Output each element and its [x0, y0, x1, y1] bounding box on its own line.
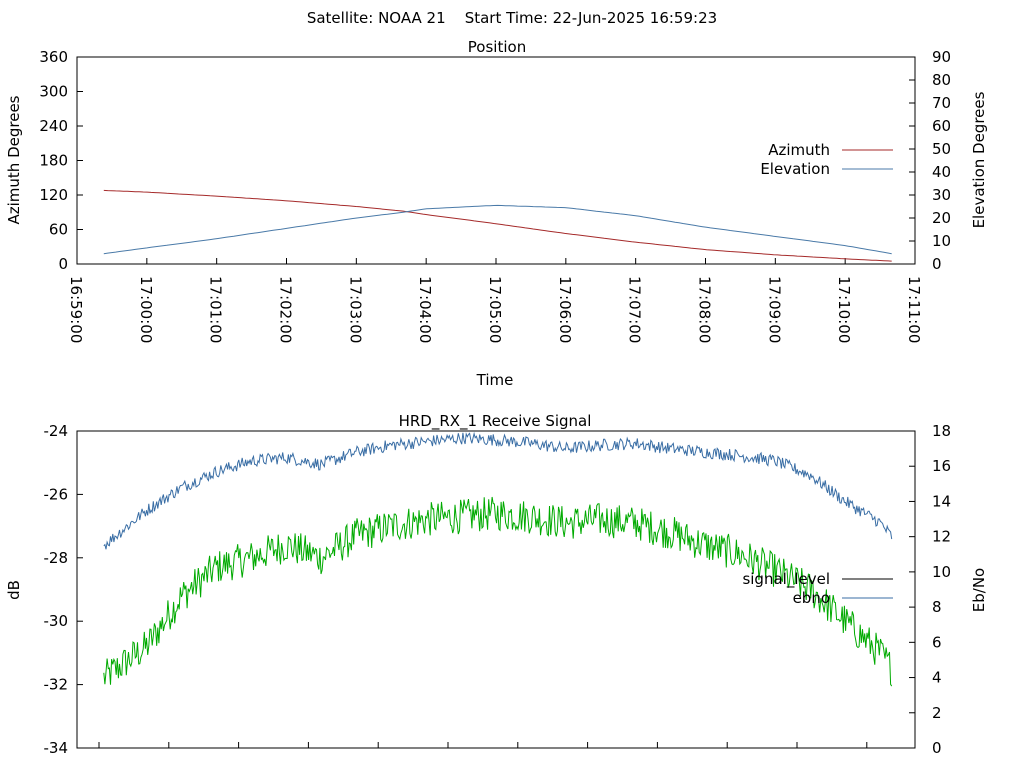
position-ylabel: Azimuth Degrees — [5, 95, 23, 224]
y2-tick-label: 18 — [932, 422, 951, 440]
signal-chart-title: HRD_RX_1 Receive Signal — [399, 412, 592, 431]
y2-tick-label: 0 — [932, 255, 942, 273]
x-tick-label: 17:02:00 — [277, 276, 295, 343]
y2-tick-label: 80 — [932, 71, 951, 89]
y2-tick-label: 10 — [932, 232, 951, 250]
x-tick-label: 17:10:00 — [835, 276, 853, 343]
position-y2label: Elevation Degrees — [970, 91, 988, 228]
signal-plot-frame — [76, 430, 916, 749]
y2-tick-label: 90 — [932, 48, 951, 66]
series-line-Elevation — [103, 204, 892, 255]
y2-tick-label: 70 — [932, 94, 951, 112]
legend-label: Elevation — [760, 160, 830, 178]
x-tick-label: 17:01:00 — [207, 276, 225, 343]
legend-label: ebno — [793, 589, 830, 607]
y2-tick-label: 16 — [932, 457, 951, 475]
y2-tick-label: 20 — [932, 209, 951, 227]
position-xlabel: Time — [476, 371, 514, 389]
y2-tick-label: 2 — [932, 704, 942, 722]
y-tick-label: 360 — [39, 48, 68, 66]
y2-tick-label: 14 — [932, 492, 951, 510]
y2-tick-label: 30 — [932, 186, 951, 204]
x-tick-label: 17:07:00 — [626, 276, 644, 343]
y-tick-label: 180 — [39, 152, 68, 170]
legend-label: signal_level — [742, 570, 830, 589]
y-tick-label: -34 — [44, 739, 69, 757]
signal-y2label: Eb/No — [970, 568, 988, 612]
signal-chart: HRD_RX_1 Receive Signal dB Eb/No -34 -32 -… — [5, 412, 988, 757]
y-tick-label: -32 — [44, 676, 69, 694]
signal-ylabel: dB — [5, 580, 23, 600]
legend-label: Azimuth — [768, 141, 830, 159]
series-line-ebno — [103, 431, 893, 550]
y-tick-label: 60 — [49, 221, 68, 239]
header-title: Satellite: NOAA 21 Start Time: 22-Jun-20… — [307, 9, 717, 27]
y2-tick-label: 8 — [932, 598, 942, 616]
x-tick-label: 17:06:00 — [556, 276, 574, 343]
y2-tick-label: 12 — [932, 528, 951, 546]
y-tick-label: -26 — [44, 485, 69, 503]
y-tick-label: 120 — [39, 186, 68, 204]
y2-tick-label: 0 — [932, 739, 942, 757]
x-tick-label: 17:05:00 — [486, 276, 504, 343]
x-tick-label: 17:11:00 — [905, 276, 923, 343]
x-tick-label: 17:04:00 — [416, 276, 434, 343]
series-line-Azimuth — [103, 189, 892, 262]
y-tick-label: -28 — [44, 549, 69, 567]
y2-tick-label: 60 — [932, 117, 951, 135]
x-tick-label: 17:09:00 — [765, 276, 783, 343]
x-tick-label: 16:59:00 — [67, 276, 85, 343]
y2-tick-label: 10 — [932, 563, 951, 581]
x-tick-label: 17:00:00 — [137, 276, 155, 343]
y2-tick-label: 4 — [932, 669, 942, 687]
position-chart: Position Time Azimuth Degrees Elevation … — [5, 38, 988, 389]
y-tick-label: -24 — [44, 422, 69, 440]
y2-tick-label: 6 — [932, 633, 942, 651]
x-tick-label: 17:08:00 — [696, 276, 714, 343]
position-chart-title: Position — [468, 38, 526, 56]
y-tick-label: 240 — [39, 117, 68, 135]
y-tick-label: -30 — [44, 612, 69, 630]
x-tick-label: 17:03:00 — [346, 276, 364, 343]
series-line-signal_level — [103, 496, 893, 687]
y-tick-label: 0 — [58, 255, 68, 273]
y-tick-label: 300 — [39, 83, 68, 101]
y2-tick-label: 50 — [932, 140, 951, 158]
y2-tick-label: 40 — [932, 163, 951, 181]
